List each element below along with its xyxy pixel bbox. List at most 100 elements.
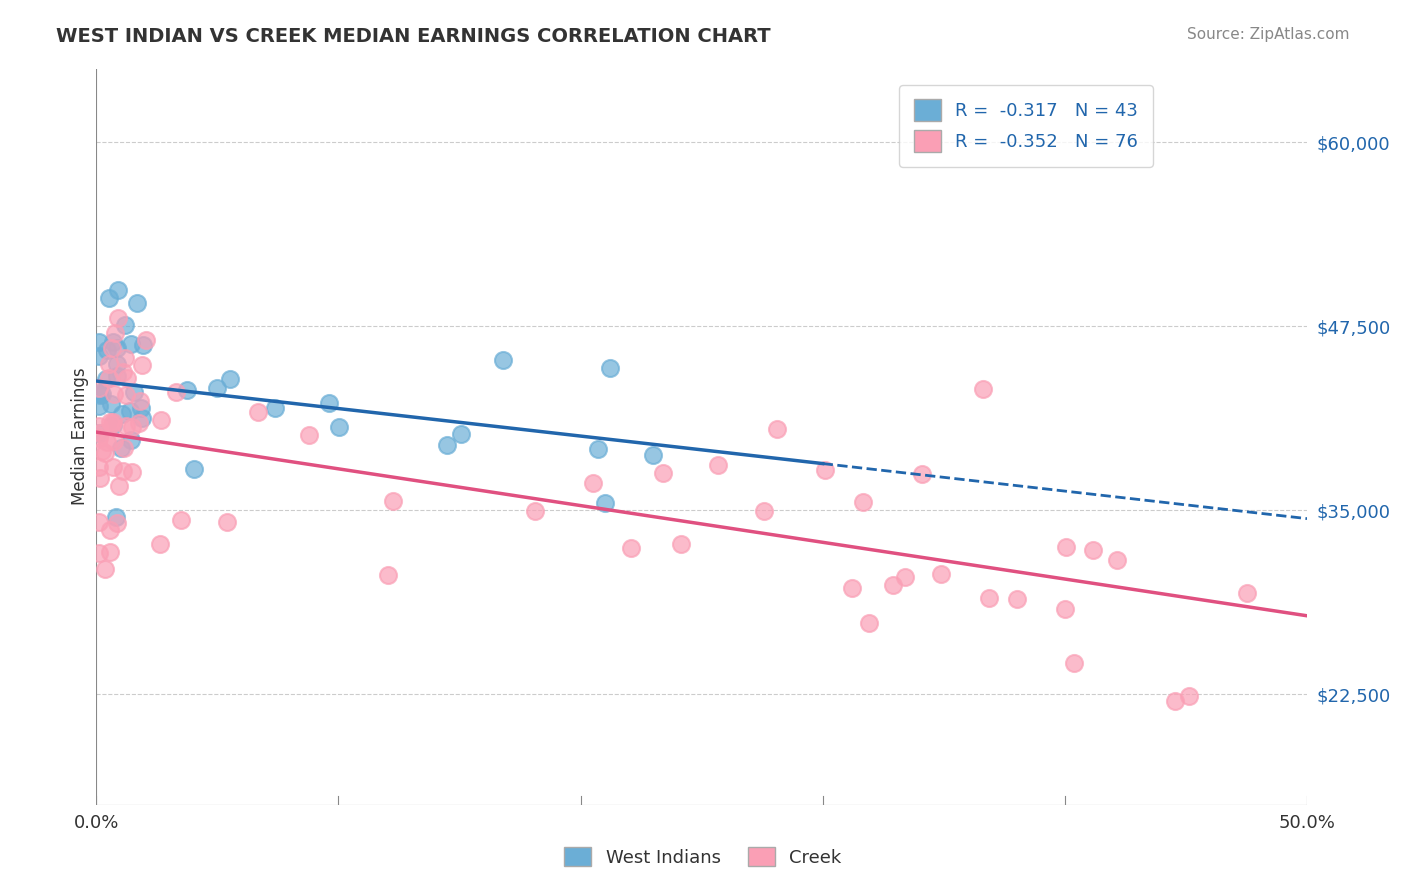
Point	[114, 318, 136, 332]
Legend: West Indians, Creek: West Indians, Creek	[557, 840, 849, 874]
Point	[125, 295, 148, 310]
Point	[101, 415, 124, 429]
Point	[101, 460, 124, 475]
Point	[105, 369, 128, 384]
Point	[620, 541, 643, 555]
Point	[96, 343, 118, 357]
Point	[977, 591, 1000, 606]
Point	[149, 413, 172, 427]
Point	[105, 509, 128, 524]
Point	[841, 582, 863, 596]
Point	[524, 504, 547, 518]
Point	[205, 381, 228, 395]
Point	[1163, 693, 1185, 707]
Point	[103, 434, 125, 448]
Point	[89, 425, 111, 440]
Point	[128, 417, 150, 431]
Point	[218, 371, 240, 385]
Point	[89, 471, 111, 485]
Point	[114, 351, 136, 366]
Point	[1063, 657, 1085, 671]
Point	[176, 384, 198, 398]
Point	[1053, 602, 1076, 616]
Point	[101, 418, 124, 433]
Point	[96, 434, 118, 449]
Point	[107, 310, 129, 325]
Point	[911, 467, 934, 482]
Point	[183, 462, 205, 476]
Point	[101, 417, 124, 432]
Point	[377, 568, 399, 582]
Point	[96, 372, 118, 386]
Point	[894, 569, 917, 583]
Point	[131, 411, 153, 425]
Point	[858, 616, 880, 631]
Point	[110, 441, 132, 455]
Point	[120, 337, 142, 351]
Point	[170, 513, 193, 527]
Point	[328, 420, 350, 434]
Point	[1054, 540, 1077, 554]
Point	[87, 459, 110, 474]
Point	[595, 496, 617, 510]
Point	[89, 546, 111, 560]
Point	[112, 465, 135, 479]
Point	[105, 357, 128, 371]
Point	[215, 515, 238, 529]
Point	[491, 353, 513, 368]
Y-axis label: Median Earnings: Median Earnings	[72, 368, 89, 506]
Point	[98, 524, 121, 538]
Point	[318, 396, 340, 410]
Point	[641, 448, 664, 462]
Point	[105, 516, 128, 530]
Point	[599, 360, 621, 375]
Point	[87, 381, 110, 395]
Point	[707, 458, 730, 472]
Point	[108, 479, 131, 493]
Text: WEST INDIAN VS CREEK MEDIAN EARNINGS CORRELATION CHART: WEST INDIAN VS CREEK MEDIAN EARNINGS COR…	[56, 27, 770, 45]
Point	[101, 335, 124, 350]
Point	[94, 446, 117, 460]
Point	[107, 283, 129, 297]
Point	[931, 566, 953, 581]
Point	[104, 326, 127, 340]
Point	[87, 349, 110, 363]
Point	[98, 416, 121, 430]
Point	[118, 404, 141, 418]
Point	[121, 466, 143, 480]
Point	[131, 359, 153, 373]
Point	[89, 387, 111, 401]
Point	[89, 515, 111, 529]
Point	[94, 562, 117, 576]
Point	[882, 577, 904, 591]
Point	[651, 466, 673, 480]
Point	[1236, 585, 1258, 599]
Point	[450, 427, 472, 442]
Point	[90, 387, 112, 401]
Point	[298, 427, 321, 442]
Point	[669, 537, 692, 551]
Point	[124, 384, 146, 399]
Point	[382, 493, 405, 508]
Point	[111, 407, 134, 421]
Point	[103, 386, 125, 401]
Point	[129, 401, 152, 415]
Point	[87, 335, 110, 350]
Text: Source: ZipAtlas.com: Source: ZipAtlas.com	[1187, 27, 1350, 42]
Legend: R =  -0.317   N = 43, R =  -0.352   N = 76: R = -0.317 N = 43, R = -0.352 N = 76	[900, 85, 1153, 167]
Point	[87, 425, 110, 440]
Point	[114, 418, 136, 433]
Point	[105, 341, 128, 355]
Point	[112, 441, 135, 455]
Point	[1177, 689, 1199, 703]
Point	[586, 442, 609, 457]
Point	[246, 404, 269, 418]
Point	[100, 545, 122, 559]
Point	[131, 338, 153, 352]
Point	[91, 444, 114, 458]
Point	[100, 341, 122, 355]
Point	[87, 431, 110, 445]
Point	[121, 420, 143, 434]
Point	[263, 401, 285, 416]
Point	[87, 385, 110, 400]
